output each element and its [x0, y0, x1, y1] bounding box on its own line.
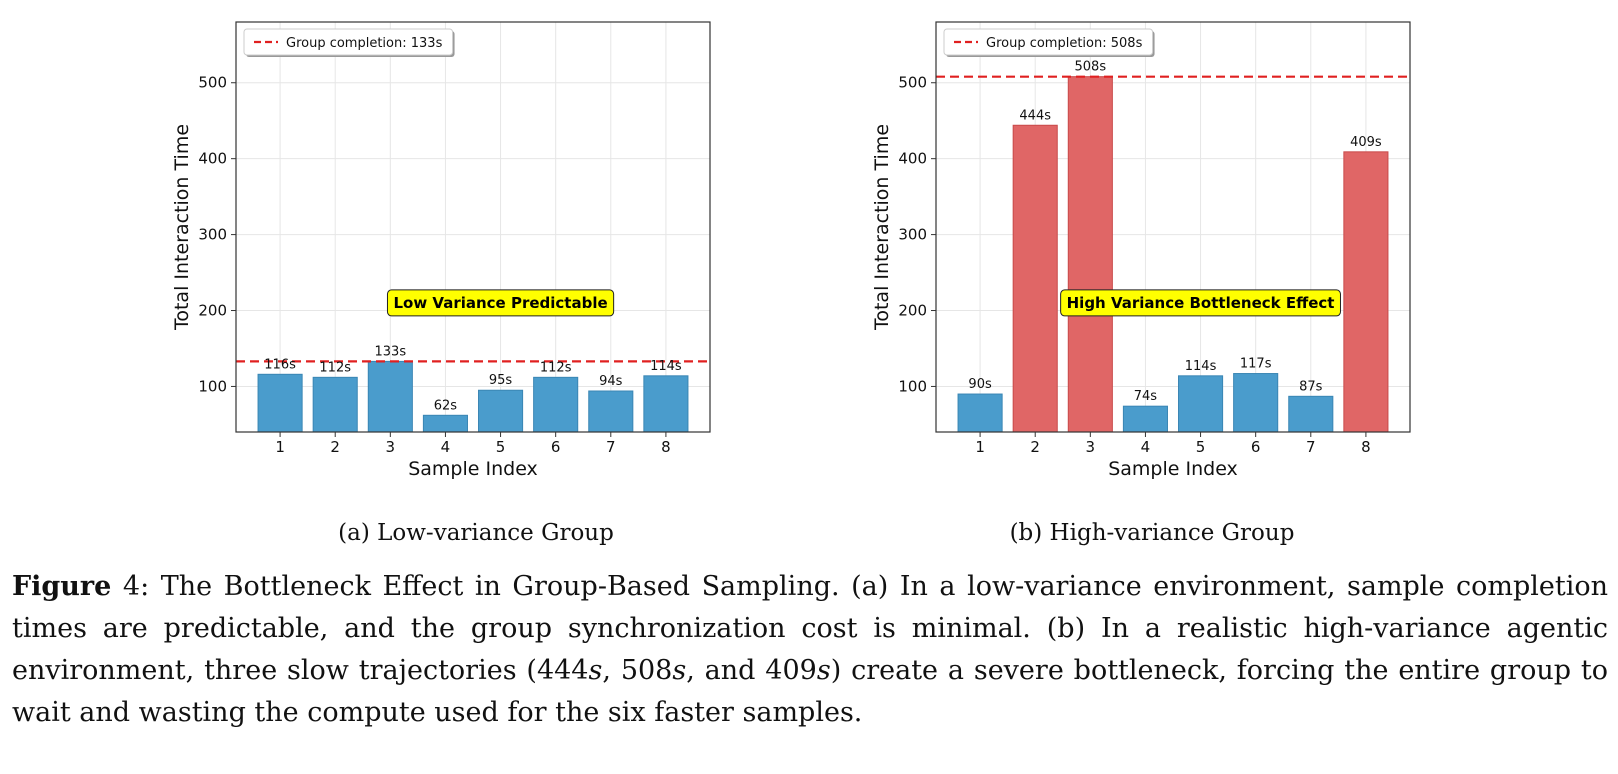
- chart-a-legend-label: Group completion: 133s: [286, 36, 443, 51]
- caption-unit-2: s: [672, 655, 687, 686]
- figure-label: Figure: [12, 571, 112, 602]
- chart-b-bar-5: [1178, 375, 1224, 433]
- chart-a-xtick-label: 2: [330, 438, 340, 456]
- chart-a-bar-6: [533, 376, 579, 433]
- chart-b-bar-label-1: 90s: [968, 377, 992, 392]
- chart-b-bar-label-4: 74s: [1134, 389, 1158, 404]
- chart-a-bar-7: [588, 390, 634, 433]
- chart-b-bar-label-8: 409s: [1350, 135, 1382, 150]
- chart-b-xtick-label: 1: [975, 438, 985, 456]
- chart-b-bar-label-5: 114s: [1185, 359, 1217, 374]
- subcaption-b: (b) High-variance Group: [1009, 520, 1295, 546]
- chart-b-bar-1: [957, 393, 1003, 433]
- chart-a-xlabel: Sample Index: [408, 458, 538, 480]
- caption-text-1: : The Bottleneck Effect in Group-Based S…: [12, 571, 1608, 686]
- chart-a-ytick-label: 400: [198, 150, 227, 168]
- chart-a-bar-label-8: 114s: [650, 359, 682, 374]
- chart-a-bar-label-7: 94s: [599, 374, 623, 389]
- chart-a-ytick-label: 300: [198, 226, 227, 244]
- chart-b-xtick-label: 5: [1196, 438, 1206, 456]
- chart-a-xtick-label: 6: [551, 438, 561, 456]
- caption-unit-1: s: [588, 655, 603, 686]
- chart-high-variance-svg: 90s 444s 508s 74s 114s 117s 87s 409s 100 200 300 40…: [871, 21, 1411, 480]
- chart-b-xlabel: Sample Index: [1108, 458, 1238, 480]
- chart-a-xtick-label: 4: [441, 438, 451, 456]
- figure-caption: Figure 4: The Bottleneck Effect in Group…: [12, 566, 1608, 734]
- chart-a-bar-4: [422, 414, 468, 433]
- chart-low-variance-svg: 116s 112s 133s 62s 95s 112s 94s 114s 100 200 300 40…: [171, 21, 711, 480]
- chart-b-bar-6: [1233, 373, 1279, 433]
- chart-b-xtick-label: 6: [1251, 438, 1261, 456]
- chart-a-ytick-label: 200: [198, 302, 227, 320]
- chart-b-bar-7: [1288, 395, 1334, 433]
- chart-low-variance: 116s 112s 133s 62s 95s 112s 94s 114s 100 200 300 40…: [160, 0, 770, 520]
- chart-b-legend-label: Group completion: 508s: [986, 36, 1143, 51]
- chart-a-xtick-label: 8: [661, 438, 671, 456]
- figure-number: 4: [122, 571, 141, 602]
- chart-b-xtick-label: 3: [1086, 438, 1096, 456]
- chart-a-xtick-label: 3: [386, 438, 396, 456]
- chart-b-legend-box: [943, 28, 1154, 56]
- chart-a-frame: [235, 21, 711, 433]
- chart-b-ytick-label: 300: [898, 226, 927, 244]
- chart-a-annotation-box: [386, 289, 615, 317]
- chart-a-bar-label-6: 112s: [540, 360, 572, 375]
- caption-sep-2: , and: [686, 655, 766, 686]
- chart-b-ylabel: Total Interaction Time: [871, 124, 893, 331]
- chart-b-bar-4: [1122, 405, 1168, 433]
- chart-b-ytick-label: 200: [898, 302, 927, 320]
- chart-b-annotation-box: [1060, 289, 1341, 317]
- chart-b-xtick-label: 2: [1030, 438, 1040, 456]
- chart-a-bar-label-5: 95s: [489, 373, 513, 388]
- chart-b-annotation-text: High Variance Bottleneck Effect: [1067, 294, 1335, 312]
- chart-a-ylabel: Total Interaction Time: [171, 124, 193, 331]
- chart-b-bar-label-6: 117s: [1240, 357, 1272, 372]
- chart-high-variance: 90s 444s 508s 74s 114s 117s 87s 409s 100 200 300 40…: [860, 0, 1470, 520]
- chart-a-annotation-text: Low Variance Predictable: [393, 294, 607, 312]
- chart-a-ytick-label: 100: [198, 377, 227, 395]
- subcaption-a: (a) Low-variance Group: [338, 520, 614, 546]
- chart-a-xtick-label: 5: [496, 438, 506, 456]
- chart-a-xtick-label: 1: [275, 438, 285, 456]
- caption-sep-1: ,: [602, 655, 621, 686]
- chart-b-frame: [935, 21, 1411, 433]
- chart-a-ytick-label: 500: [198, 74, 227, 92]
- chart-b-bar-label-2: 444s: [1019, 108, 1051, 123]
- chart-b-ytick-label: 100: [898, 377, 927, 395]
- chart-a-bar-5: [478, 389, 524, 433]
- caption-text-2: ) create a severe bottleneck, forcing th…: [12, 655, 1608, 728]
- chart-a-legend-box: [243, 28, 454, 56]
- chart-a-bar-2: [312, 376, 358, 433]
- chart-b-xtick-label: 8: [1361, 438, 1371, 456]
- chart-b-bar-2: [1012, 124, 1058, 433]
- chart-a-bar-1: [257, 373, 303, 433]
- chart-b-ytick-label: 400: [898, 150, 927, 168]
- chart-b-xtick-label: 4: [1141, 438, 1151, 456]
- caption-unit-3: s: [816, 655, 831, 686]
- chart-b-xtick-label: 7: [1306, 438, 1316, 456]
- chart-a-bar-8: [643, 375, 689, 433]
- chart-b-ytick-label: 500: [898, 74, 927, 92]
- caption-value-3: 409: [765, 655, 817, 686]
- chart-a-bar-3: [367, 360, 413, 433]
- chart-a-bar-label-3: 133s: [375, 344, 407, 359]
- chart-b-bar-3: [1067, 76, 1113, 433]
- chart-a-bar-label-4: 62s: [434, 398, 458, 413]
- chart-b-bar-label-3: 508s: [1075, 60, 1107, 75]
- caption-value-2: 508: [620, 655, 673, 686]
- chart-a-bar-label-1: 116s: [264, 357, 296, 372]
- chart-b-bar-label-7: 87s: [1299, 379, 1323, 394]
- chart-a-bar-label-2: 112s: [319, 360, 351, 375]
- chart-b-bar-8: [1343, 151, 1389, 433]
- chart-a-xtick-label: 7: [606, 438, 616, 456]
- caption-value-1: 444: [536, 655, 589, 686]
